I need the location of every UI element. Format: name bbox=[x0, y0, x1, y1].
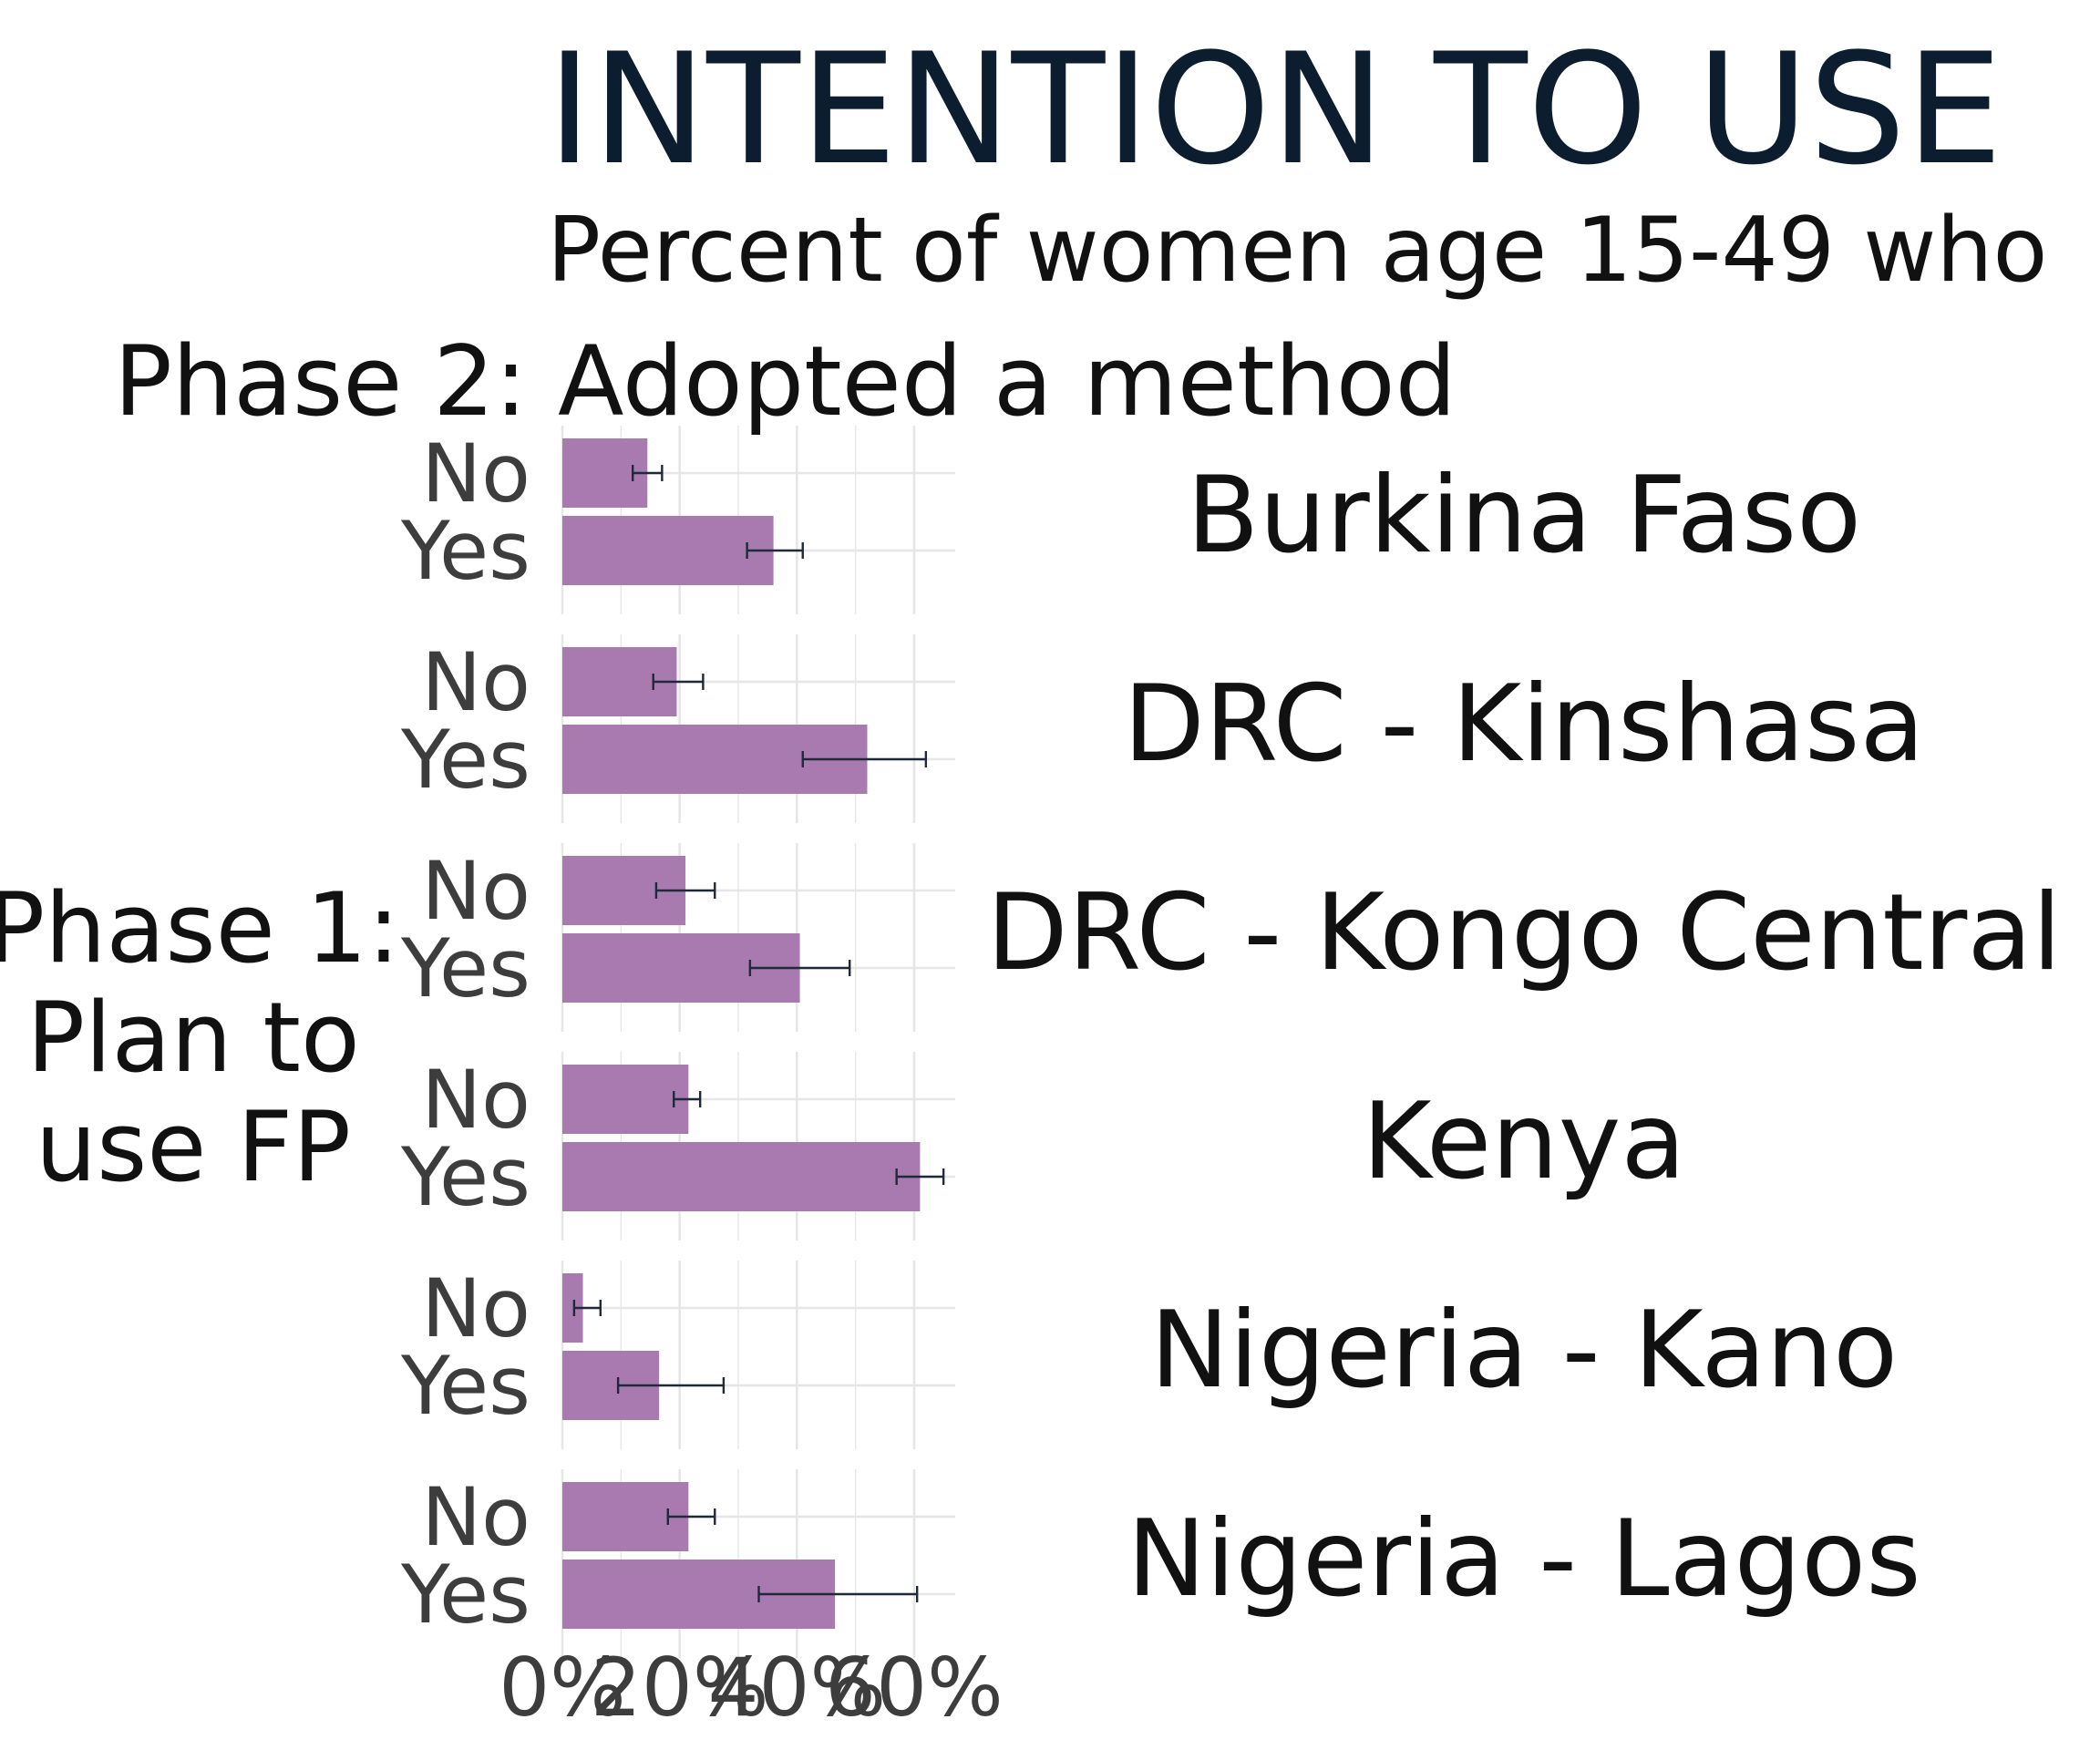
x-tick-label: 60% bbox=[825, 1641, 1004, 1735]
y-tick-label: No bbox=[421, 1053, 530, 1147]
y-tick-label: No bbox=[421, 427, 530, 520]
y-axis-title-line: Phase 1: bbox=[0, 872, 400, 984]
error-bar bbox=[652, 674, 705, 690]
bar bbox=[562, 1065, 689, 1134]
facet-label: Burkina Faso bbox=[1187, 454, 1861, 577]
error-bar bbox=[666, 1508, 716, 1525]
error-bar bbox=[746, 542, 804, 559]
bar bbox=[562, 1273, 583, 1343]
error-bar bbox=[801, 751, 928, 767]
error-bar bbox=[748, 960, 851, 976]
error-bar bbox=[572, 1300, 602, 1316]
y-tick-label: No bbox=[421, 1261, 530, 1355]
y-tick-label: Yes bbox=[400, 1339, 530, 1433]
y-tick-label: Yes bbox=[400, 1130, 530, 1224]
facet-label: Nigeria - Kano bbox=[1150, 1289, 1898, 1412]
y-tick-label: Yes bbox=[400, 713, 530, 807]
y-axis-title: Phase 1: Plan to use FP bbox=[0, 872, 400, 1203]
y-tick-label: Yes bbox=[400, 921, 530, 1015]
y-tick-label: No bbox=[421, 635, 530, 729]
error-bar bbox=[654, 882, 716, 899]
facet-label: Kenya bbox=[1363, 1080, 1686, 1203]
y-tick-label: Yes bbox=[400, 504, 530, 598]
x-axis-title: Phase 2: Adopted a method bbox=[114, 325, 1457, 438]
error-bar bbox=[631, 465, 664, 481]
error-bar bbox=[616, 1377, 726, 1394]
error-bar bbox=[895, 1168, 945, 1185]
x-axis: 0%20%40%60% bbox=[499, 1641, 1004, 1735]
y-tick-label: No bbox=[421, 844, 530, 938]
facet-label: DRC - Kongo Central bbox=[986, 871, 2061, 994]
y-axis-title-line: Plan to bbox=[26, 982, 360, 1094]
y-tick-label: Yes bbox=[400, 1548, 530, 1642]
error-bar bbox=[673, 1091, 702, 1107]
x-tick-label: 40% bbox=[708, 1641, 887, 1735]
y-tick-label: No bbox=[421, 1470, 530, 1564]
facet-label: Nigeria - Lagos bbox=[1127, 1498, 1920, 1621]
facet-label: DRC - Kinshasa bbox=[1123, 663, 1924, 786]
x-tick-label: 0% bbox=[499, 1641, 626, 1735]
bar bbox=[562, 1142, 921, 1211]
chart-subtitle: Percent of women age 15-49 who bbox=[547, 199, 2047, 303]
bar bbox=[562, 516, 774, 585]
error-bar bbox=[757, 1586, 919, 1602]
y-axis-title-line: use FP bbox=[36, 1091, 351, 1203]
chart-title: INTENTION TO USE bbox=[547, 20, 2002, 199]
x-tick-label: 20% bbox=[591, 1641, 769, 1735]
